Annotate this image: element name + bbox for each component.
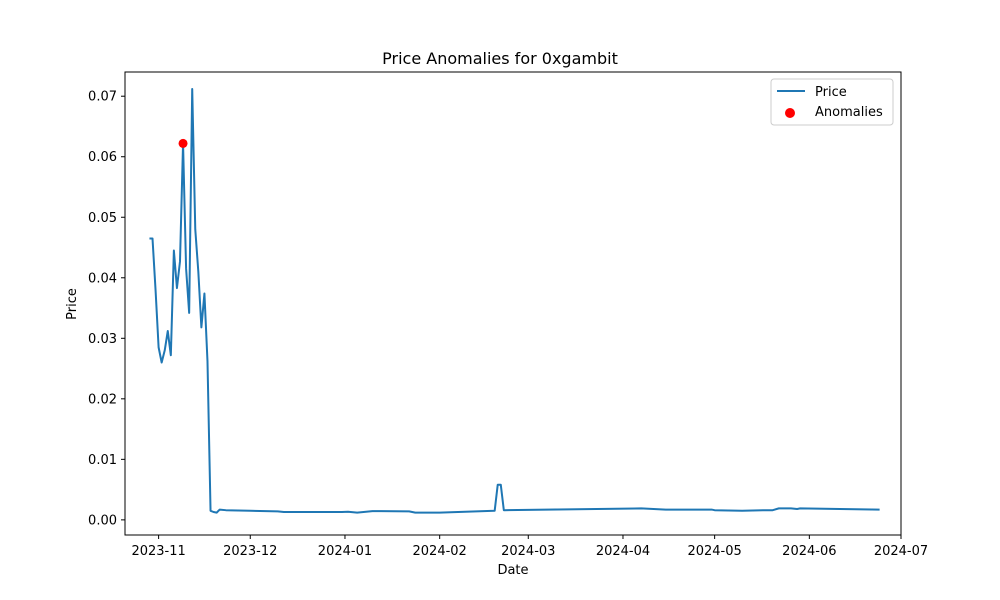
x-tick-label: 2024-06 [782, 544, 836, 559]
y-axis: 0.00 0.01 0.02 0.03 0.04 0.05 0.06 0.07 [88, 90, 125, 528]
x-axis-label: Date [497, 563, 528, 578]
x-tick-label: 2023-11 [131, 544, 185, 559]
x-tick-label: 2024-01 [318, 544, 372, 559]
y-tick-label: 0.01 [88, 453, 117, 468]
x-tick-label: 2024-03 [501, 544, 555, 559]
y-tick-label: 0.04 [88, 271, 117, 286]
y-tick-label: 0.07 [88, 90, 117, 105]
plot-frame [124, 71, 902, 536]
anomaly-point [178, 138, 188, 148]
y-tick-label: 0.05 [88, 211, 117, 226]
y-axis-label: Price [65, 288, 80, 320]
price-line [149, 87, 880, 514]
x-tick-label: 2024-04 [596, 544, 650, 559]
legend-price-label: Price [815, 85, 847, 100]
x-axis: 2023-11 2023-12 2024-01 2024-02 2024-03 2024-… [131, 535, 928, 559]
x-tick-label: 2023-12 [223, 544, 277, 559]
chart-title: Price Anomalies for 0xgambit [382, 49, 618, 68]
x-tick-label: 2024-05 [687, 544, 741, 559]
plot-area [149, 87, 880, 514]
legend-anomalies-label: Anomalies [815, 105, 883, 120]
legend-anomalies-marker [785, 108, 795, 118]
y-tick-label: 0.00 [88, 513, 117, 528]
x-tick-label: 2024-07 [874, 544, 928, 559]
y-tick-label: 0.02 [88, 392, 117, 407]
y-tick-label: 0.03 [88, 332, 117, 347]
legend: Price Anomalies [770, 78, 894, 126]
y-tick-label: 0.06 [88, 150, 117, 165]
x-tick-label: 2024-02 [413, 544, 467, 559]
